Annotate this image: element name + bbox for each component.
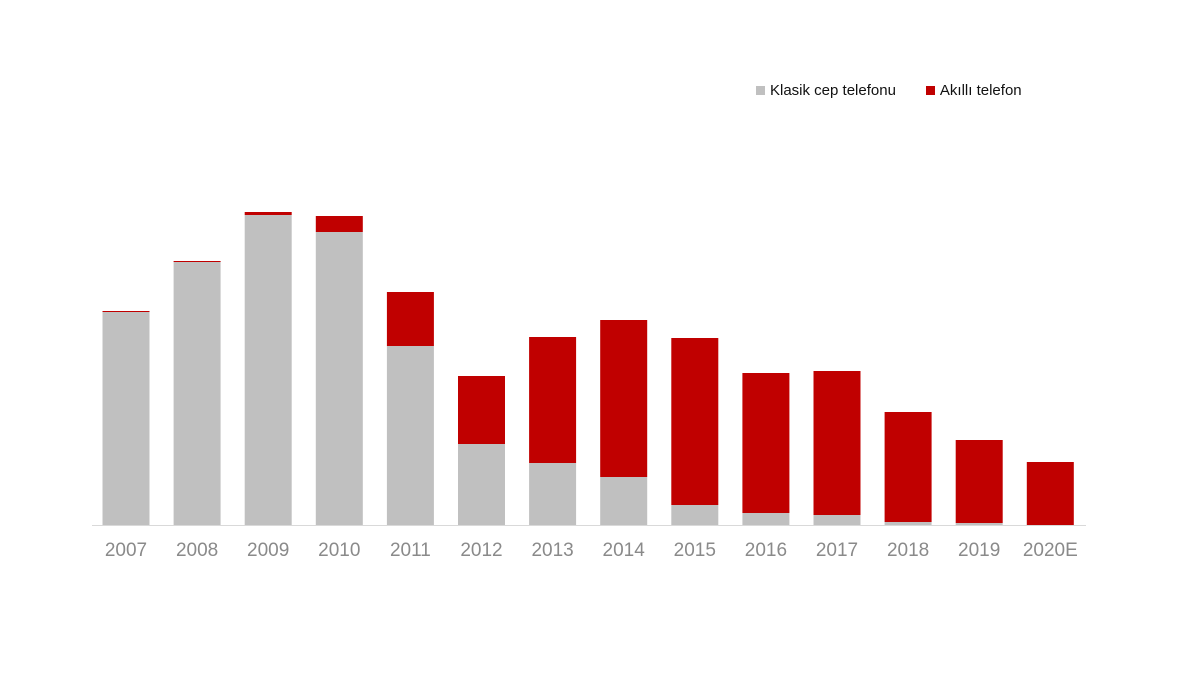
bar-klasik-cep-telefonu-2007 bbox=[102, 312, 150, 525]
x-tick-label-2013: 2013 bbox=[531, 540, 573, 561]
bar-klasik-cep-telefonu-2011 bbox=[386, 346, 434, 525]
bar-klasik-cep-telefonu-2015 bbox=[671, 505, 719, 525]
bar-akilli-telefon-2015 bbox=[671, 338, 719, 505]
x-tick-label-2011: 2011 bbox=[390, 540, 431, 561]
bar-klasik-cep-telefonu-2013 bbox=[529, 463, 577, 525]
x-tick-label-2009: 2009 bbox=[247, 540, 289, 561]
x-tick-label-2016: 2016 bbox=[745, 540, 787, 561]
bar-klasik-cep-telefonu-2010 bbox=[315, 232, 363, 525]
legend-swatch-smartphone bbox=[925, 86, 935, 95]
x-tick-label-2012: 2012 bbox=[460, 540, 502, 561]
legend: Klasik cep telefonu Akıllı telefon bbox=[756, 82, 1052, 99]
bar-akilli-telefon-2011 bbox=[386, 292, 434, 346]
legend-label-smartphone: Akıllı telefon bbox=[939, 82, 1022, 99]
bar-akilli-telefon-2008 bbox=[173, 261, 221, 262]
bar-akilli-telefon-2014 bbox=[600, 320, 648, 477]
bar-akilli-telefon-2019 bbox=[955, 440, 1003, 523]
bar-akilli-telefon-2010 bbox=[315, 216, 363, 232]
legend-item-classic: Klasik cep telefonu bbox=[756, 82, 896, 99]
bar-klasik-cep-telefonu-2009 bbox=[244, 215, 292, 525]
bar-klasik-cep-telefonu-2017 bbox=[813, 515, 861, 525]
bar-klasik-cep-telefonu-2008 bbox=[173, 262, 221, 525]
legend-item-smartphone: Akıllı telefon bbox=[925, 82, 1022, 99]
x-tick-label-2019: 2019 bbox=[958, 540, 1000, 561]
legend-label-classic: Klasik cep telefonu bbox=[770, 82, 896, 99]
x-tick-label-2008: 2008 bbox=[176, 540, 218, 561]
bar-akilli-telefon-2016 bbox=[742, 373, 790, 513]
bar-akilli-telefon-2017 bbox=[813, 371, 861, 515]
bar-klasik-cep-telefonu-2018 bbox=[884, 522, 932, 525]
x-tick-label-2014: 2014 bbox=[603, 540, 646, 561]
bar-klasik-cep-telefonu-2016 bbox=[742, 513, 790, 525]
bar-akilli-telefon-2020e bbox=[1026, 462, 1074, 525]
bar-akilli-telefon-2012 bbox=[458, 376, 505, 444]
bar-akilli-telefon-2013 bbox=[529, 337, 577, 463]
bar-akilli-telefon-2007 bbox=[102, 311, 150, 312]
x-tick-label-2020e: 2020E bbox=[1023, 540, 1078, 561]
bar-akilli-telefon-2009 bbox=[244, 212, 292, 215]
x-tick-label-2010: 2010 bbox=[318, 540, 360, 561]
bar-klasik-cep-telefonu-2012 bbox=[458, 444, 505, 525]
bar-klasik-cep-telefonu-2014 bbox=[600, 477, 648, 525]
x-tick-label-2015: 2015 bbox=[674, 540, 716, 561]
legend-swatch-classic bbox=[756, 86, 765, 95]
x-tick-label-2007: 2007 bbox=[105, 540, 147, 561]
x-tick-label-2018: 2018 bbox=[887, 540, 929, 561]
bar-klasik-cep-telefonu-2019 bbox=[955, 523, 1003, 525]
bar-akilli-telefon-2018 bbox=[884, 412, 932, 522]
x-tick-label-2017: 2017 bbox=[816, 540, 858, 561]
